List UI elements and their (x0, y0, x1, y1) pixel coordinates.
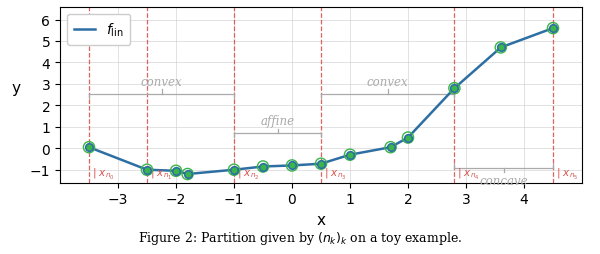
Point (345, 153, 355, 157)
Point (449, 87, 459, 91)
Point (171, 169, 181, 173)
Text: concave: concave (479, 174, 528, 187)
Point (548, 27, 558, 31)
Text: $|\ x_{n_0}$: $|\ x_{n_0}$ (92, 166, 115, 181)
Point (229, 168, 239, 172)
Point (403, 136, 413, 140)
Point (287, 164, 297, 168)
Point (316, 162, 326, 166)
Point (229, 168, 239, 172)
Text: $|\ x_{n_2}$: $|\ x_{n_2}$ (237, 166, 259, 181)
Point (171, 169, 181, 173)
Text: affine: affine (260, 114, 295, 127)
Point (496, 46, 506, 50)
Point (316, 162, 326, 166)
Point (258, 165, 268, 169)
Point (183, 172, 193, 176)
Text: Figure 2: Partition given by $(n_k)_k$ on a toy example.: Figure 2: Partition given by $(n_k)_k$ o… (138, 229, 462, 246)
Point (345, 153, 355, 157)
Text: $|\ x_{n_3}$: $|\ x_{n_3}$ (324, 166, 346, 181)
Point (449, 87, 459, 91)
X-axis label: x: x (317, 212, 325, 227)
Text: convex: convex (367, 75, 409, 88)
Point (258, 165, 268, 169)
Text: $|\ x_{n_5}$: $|\ x_{n_5}$ (556, 166, 578, 181)
Legend: $f_{\mathrm{lin}}$: $f_{\mathrm{lin}}$ (67, 14, 130, 46)
Point (84, 146, 94, 150)
Point (386, 146, 395, 150)
Text: convex: convex (140, 75, 182, 88)
Point (142, 168, 152, 172)
Point (142, 168, 152, 172)
Point (548, 27, 558, 31)
Y-axis label: y: y (11, 80, 20, 95)
Point (84, 146, 94, 150)
Point (496, 46, 506, 50)
Point (183, 172, 193, 176)
Point (386, 146, 395, 150)
Text: $|\ x_{n_4}$: $|\ x_{n_4}$ (457, 166, 480, 181)
Point (287, 164, 297, 168)
Text: $|\ x_{n_1}$: $|\ x_{n_1}$ (150, 166, 172, 181)
Point (403, 136, 413, 140)
